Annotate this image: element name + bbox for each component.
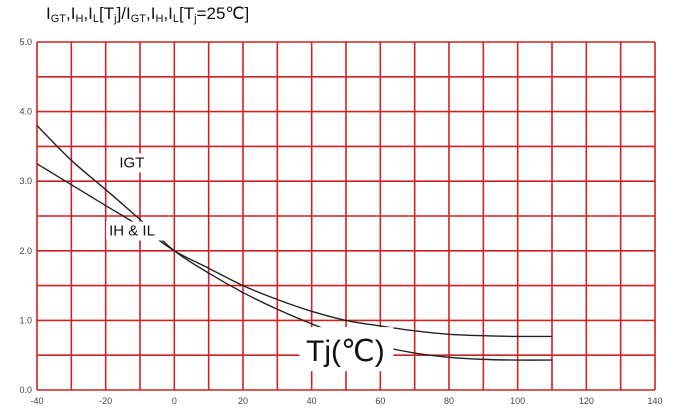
title-part: H — [75, 13, 84, 25]
y-tick-label: 3.0 — [19, 176, 32, 186]
title-part: GT — [50, 13, 67, 25]
title-part: L — [92, 13, 99, 25]
title-part: ,I — [163, 4, 173, 23]
x-tick-label: 0 — [172, 396, 177, 406]
x-axis-label-background — [299, 327, 394, 372]
y-tick-label: 4.0 — [19, 107, 32, 117]
title-part: GT — [130, 13, 147, 25]
title-part: j — [114, 13, 117, 25]
title-part: [T — [179, 4, 195, 23]
series-label-background — [106, 221, 172, 241]
x-tick-label: 100 — [510, 396, 525, 406]
x-tick-label: 20 — [238, 396, 248, 406]
title-part: ,I — [83, 4, 93, 23]
series-label-background — [116, 153, 148, 173]
x-tick-label: -40 — [30, 396, 43, 406]
title-part: H — [155, 13, 164, 25]
y-tick-label: 1.0 — [19, 315, 32, 325]
x-tick-label: -20 — [99, 396, 112, 406]
series-label: IH & IL — [109, 222, 155, 239]
title-part: j — [194, 13, 197, 25]
series-line-ih-il — [36, 163, 553, 338]
title-part: ]/I — [116, 4, 131, 23]
y-tick-label: 0.0 — [19, 385, 32, 395]
x-tick-label: 80 — [444, 396, 454, 406]
title-part: ,I — [146, 4, 156, 23]
x-tick-label: 40 — [307, 396, 317, 406]
chart-title: IGT,IH,IL[Tj]/IGT,IH,IL[Tj=25℃] — [46, 4, 249, 25]
series-lines — [36, 125, 553, 361]
series-line-igt — [36, 125, 553, 361]
y-tick-label: 5.0 — [19, 37, 32, 47]
x-tick-label: 60 — [375, 396, 385, 406]
x-axis-label-box: Tj(℃) — [299, 327, 394, 372]
title-part: =25℃] — [196, 4, 250, 23]
tick-labels: -40 -20 0 20 40 60 80 100 120 140 0.0 1.0 2.0 3.0 4.0 5… — [19, 37, 662, 406]
title-part: [T — [99, 4, 115, 23]
series-labels: IGT IH & IL — [106, 153, 172, 241]
x-tick-label: 120 — [579, 396, 594, 406]
series-label: IGT — [119, 154, 144, 171]
x-tick-label: 140 — [647, 396, 662, 406]
x-axis-label: Tj(℃) — [306, 335, 385, 368]
title-part: ,I — [66, 4, 76, 23]
title-part: L — [172, 13, 179, 25]
title-part: I — [46, 4, 51, 23]
y-tick-label: 2.0 — [19, 246, 32, 256]
